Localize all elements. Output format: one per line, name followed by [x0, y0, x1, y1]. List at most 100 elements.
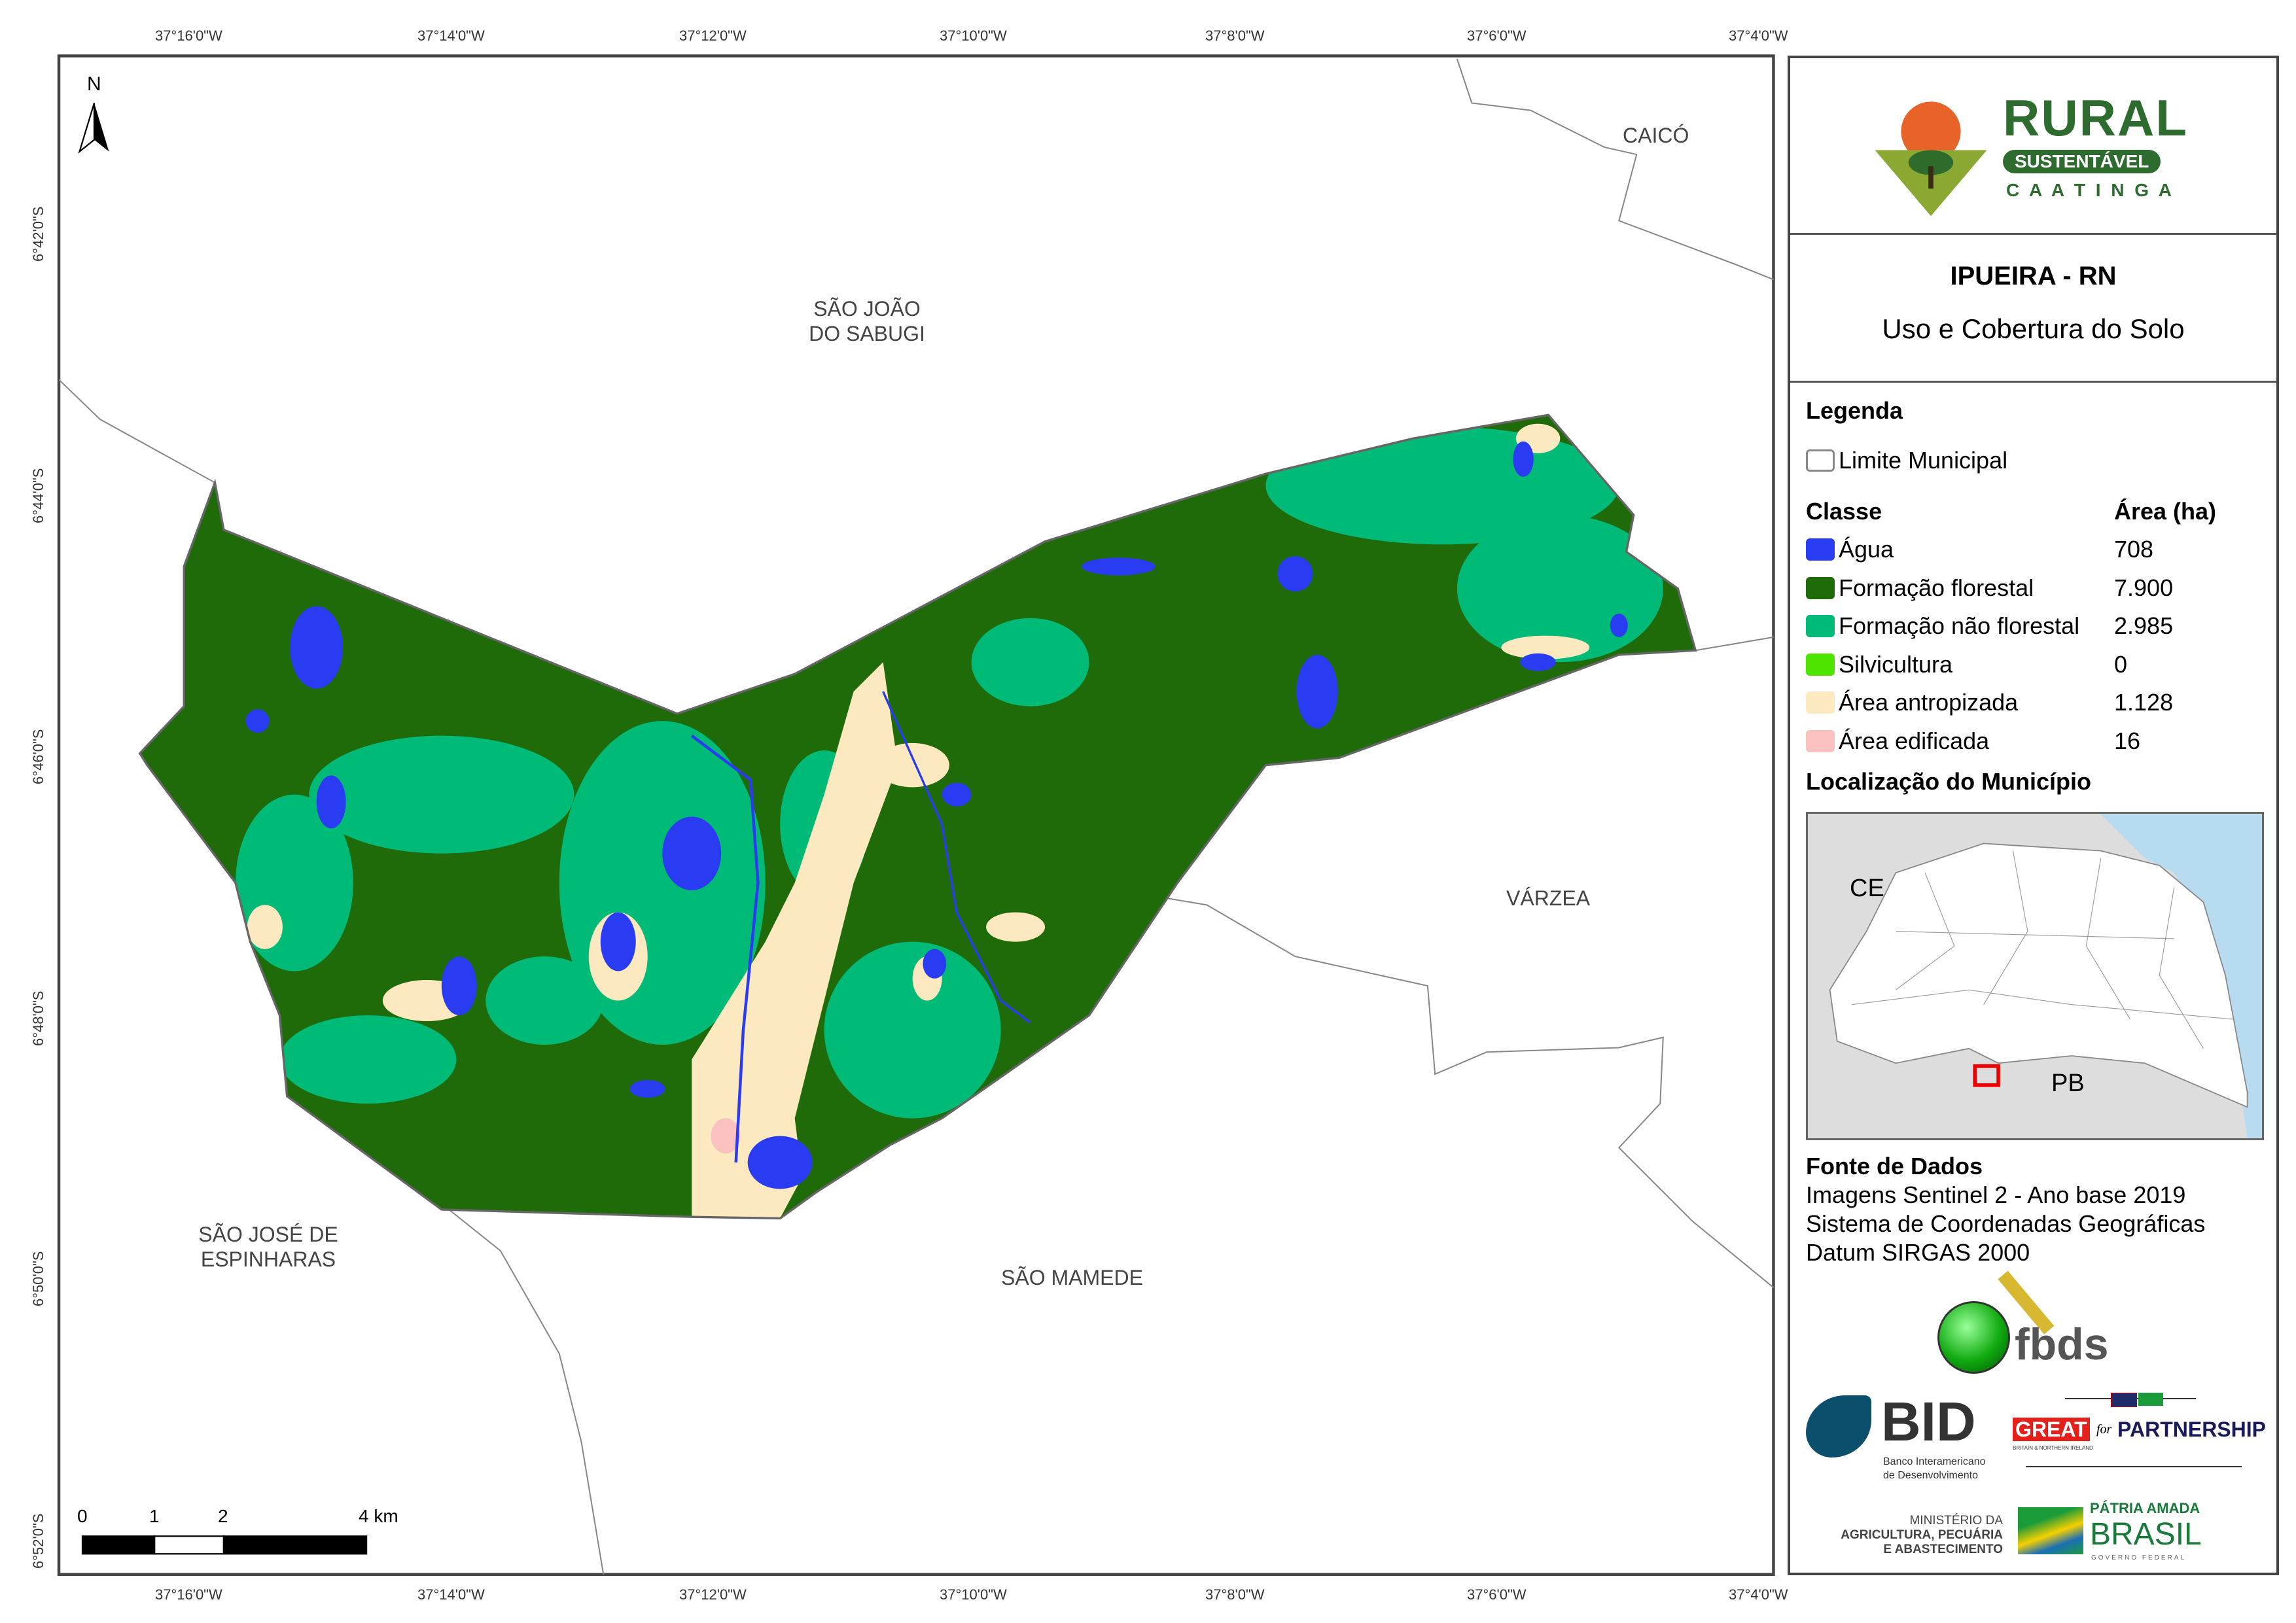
map-title: IPUEIRA - RN	[1950, 262, 2117, 290]
location-inset-map: CE PB	[1806, 812, 2264, 1140]
lon-label: 37°6'0"W	[1467, 1586, 1527, 1603]
scale-label: 1	[149, 1506, 160, 1526]
source-line: Sistema de Coordenadas Geográficas	[1806, 1210, 2206, 1237]
ministerio-agricultura-logo: MINISTÉRIO DA AGRICULTURA, PECUÁRIA E AB…	[1816, 1514, 2003, 1557]
fbds-logo: fbds	[1937, 1270, 2109, 1374]
bid-subtitle: Banco Interamericano	[1883, 1456, 1986, 1467]
scale-label: 4 km	[359, 1506, 398, 1526]
class-swatch	[1806, 615, 1835, 637]
place-line: SÃO JOÃO	[813, 297, 921, 321]
bid-text: BID	[1881, 1391, 1976, 1452]
class-swatch	[1806, 576, 1835, 599]
lat-label: 6°46'0"S	[30, 729, 46, 784]
class-label: Área edificada	[1839, 727, 1990, 754]
rural-sustentavel-logo: RURAL SUSTENTÁVEL C A A T I N G A	[1869, 91, 2209, 222]
legend-panel: RURAL SUSTENTÁVEL C A A T I N G A IPUEIR…	[1788, 56, 2279, 1575]
fbds-text: fbds	[2015, 1319, 2109, 1369]
place-sao-mamede: SÃO MAMEDE	[1001, 1266, 1143, 1289]
brazil-flag-icon	[2138, 1393, 2163, 1406]
lon-label: 37°16'0"W	[155, 1586, 222, 1603]
map-subtitle: Uso e Cobertura do Solo	[1882, 313, 2185, 344]
brasil-flag-emblem-icon	[2018, 1507, 2083, 1554]
place-caico: CAICÓ	[1623, 124, 1689, 147]
bid-leaf-icon	[1806, 1395, 1871, 1457]
place-sao-jose-de-espinharas: SÃO JOSÉ DE ESPINHARAS	[170, 1222, 366, 1272]
location-heading: Localização do Município	[1806, 768, 2092, 795]
place-line: ESPINHARAS	[200, 1248, 336, 1271]
lon-label: 37°14'0"W	[417, 1586, 485, 1603]
place-line: DO SABUGI	[809, 322, 925, 345]
water-bodies	[245, 441, 1628, 1189]
lon-label: 37°8'0"W	[1205, 27, 1265, 44]
partnership-text: PARTNERSHIP	[2117, 1418, 2266, 1441]
class-swatch	[1806, 538, 1835, 561]
state-label-ce: CE	[1850, 875, 1884, 902]
uk-flag-icon	[2111, 1393, 2137, 1407]
lon-label: 37°12'0"W	[679, 1586, 747, 1603]
class-label: Água	[1839, 536, 1894, 563]
legend-heading: Legenda	[1806, 397, 1903, 424]
legend-class-row: Água	[1806, 536, 1894, 563]
great-partnership-logo: GREAT BRITAIN & NORTHERN IRELAND for PAR…	[2013, 1393, 2274, 1478]
class-swatch	[1806, 691, 1835, 714]
place-sao-joao-do-sabugi: SÃO JOÃO DO SABUGI	[785, 296, 949, 346]
boundary-swatch	[1806, 449, 1835, 472]
governo-federal-logo: PÁTRIA AMADA BRASIL GOVERNO FEDERAL	[2018, 1501, 2234, 1566]
lat-label: 6°42'0"S	[30, 206, 46, 262]
legend-boundary: Limite Municipal	[1806, 447, 2007, 474]
lat-label: 6°48'0"S	[30, 990, 46, 1046]
logo-title: RURAL	[2003, 89, 2188, 147]
patria-text: PÁTRIA AMADA	[2090, 1500, 2200, 1516]
legend-class-row: Formação não florestal	[1806, 612, 2079, 640]
scale-label: 0	[77, 1506, 88, 1526]
lon-label: 37°10'0"W	[940, 1586, 1007, 1603]
great-text: GREAT	[2013, 1418, 2090, 1441]
built-area	[711, 1118, 741, 1154]
lon-label: 37°14'0"W	[417, 27, 485, 44]
class-header: Classe	[1806, 498, 1882, 525]
lon-label: 37°16'0"W	[155, 27, 222, 44]
neighbor-boundaries	[58, 58, 1775, 1575]
north-arrow-icon	[78, 103, 109, 154]
lat-label: 6°52'0"S	[30, 1513, 46, 1569]
for-text: for	[2096, 1422, 2112, 1437]
class-area: 0	[2114, 650, 2128, 678]
scale-label: 2	[218, 1506, 228, 1526]
class-label: Silvicultura	[1839, 650, 1953, 678]
lon-label: 37°8'0"W	[1205, 1586, 1265, 1603]
logo-subtitle: SUSTENTÁVEL	[2003, 150, 2161, 173]
logo-tagline: C A A T I N G A	[2006, 180, 2175, 200]
north-label: N	[87, 73, 101, 95]
legend-class-row: Área antropizada	[1806, 689, 2018, 716]
class-label: Formação não florestal	[1839, 612, 2080, 639]
source-line: Datum SIRGAS 2000	[1806, 1239, 2030, 1266]
bid-subtitle: de Desenvolvimento	[1883, 1470, 1978, 1481]
lon-label: 37°12'0"W	[679, 27, 747, 44]
fbds-sphere-icon	[1937, 1301, 2010, 1374]
place-line: SÃO JOSÉ DE	[198, 1223, 338, 1246]
legend-class-row: Área edificada	[1806, 727, 1989, 755]
legend-class-row: Formação florestal	[1806, 574, 2034, 602]
bid-logo: BID Banco Interamericano de Desenvolvime…	[1806, 1393, 2015, 1491]
divider	[1790, 233, 2276, 235]
ipueira-location-marker	[1973, 1064, 2000, 1087]
class-area: 7.900	[2114, 574, 2174, 601]
lon-label: 37°6'0"W	[1467, 27, 1527, 44]
class-label: Área antropizada	[1839, 689, 2019, 716]
state-label-pb: PB	[2051, 1070, 2085, 1097]
ministry-line: E ABASTECIMENTO	[1883, 1543, 2003, 1556]
lon-label: 37°10'0"W	[940, 27, 1007, 44]
brasil-text: BRASIL	[2090, 1517, 2202, 1552]
area-header: Área (ha)	[2114, 498, 2217, 525]
governo-text: GOVERNO FEDERAL	[2091, 1554, 2187, 1562]
source-heading: Fonte de Dados	[1806, 1153, 1983, 1179]
place-varzea: VÁRZEA	[1506, 886, 1591, 910]
class-area: 2.985	[2114, 612, 2174, 639]
class-area: 16	[2114, 727, 2141, 754]
class-swatch	[1806, 729, 1835, 752]
river	[690, 734, 760, 1163]
class-swatch	[1806, 653, 1835, 676]
great-subtitle: BRITAIN & NORTHERN IRELAND	[2013, 1445, 2093, 1451]
lon-label: 37°4'0"W	[1729, 27, 1788, 44]
